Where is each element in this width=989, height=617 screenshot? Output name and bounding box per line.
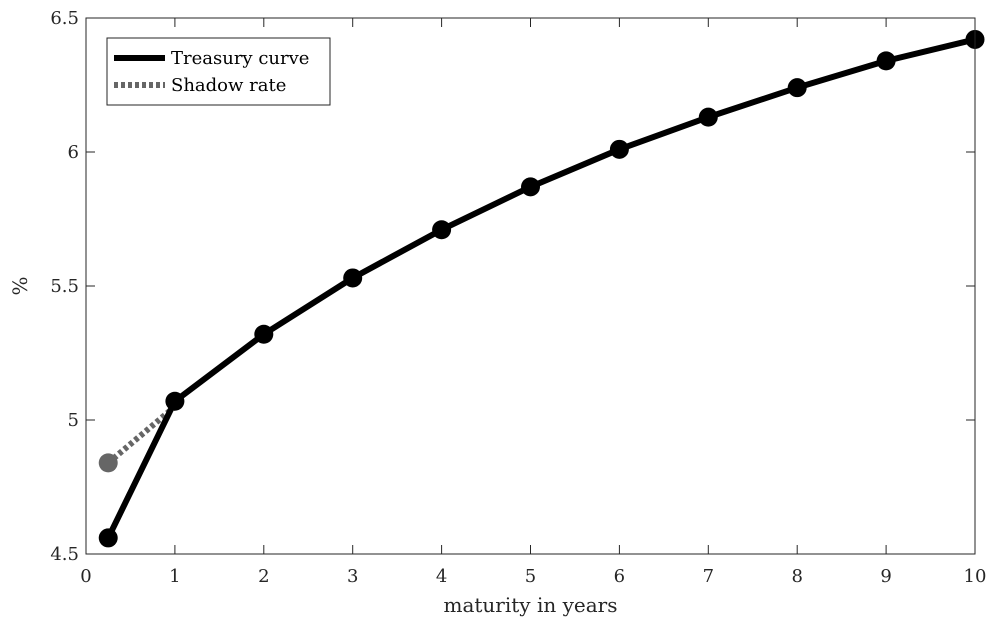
x-tick-label: 10 bbox=[964, 566, 987, 587]
series-line-shadow-rate bbox=[106, 404, 177, 466]
x-tick-label: 3 bbox=[347, 566, 358, 587]
data-point-treasury-curve bbox=[521, 177, 540, 197]
x-tick-label: 5 bbox=[525, 566, 536, 587]
y-tick-label: 6.5 bbox=[50, 8, 79, 29]
labels-layer: maturity in years % bbox=[8, 276, 617, 617]
x-tick-label: 4 bbox=[436, 566, 447, 587]
data-point-treasury-curve bbox=[432, 220, 452, 240]
legend-box bbox=[106, 37, 331, 106]
ticks-layer: 0 1 2 3 4 5 6 7 8 9 10 4.5 5 5.5 6 6.5 bbox=[50, 8, 986, 587]
x-tick-label: 8 bbox=[791, 566, 802, 587]
x-tick-label: 1 bbox=[169, 566, 180, 587]
data-point-treasury-curve bbox=[698, 107, 718, 127]
data-point-treasury-curve bbox=[876, 51, 896, 71]
data-point-treasury-curve bbox=[343, 268, 363, 288]
y-tick-label: 5 bbox=[68, 410, 79, 431]
series-layer bbox=[98, 29, 985, 548]
legend-label-treasury-curve: Treasury curve bbox=[171, 48, 309, 69]
x-tick-label: 9 bbox=[880, 566, 891, 587]
legend: Treasury curve Shadow rate bbox=[106, 37, 331, 106]
data-point-treasury-curve bbox=[165, 391, 185, 411]
y-tick-label: 6 bbox=[68, 142, 79, 163]
y-tick-label: 4.5 bbox=[50, 544, 79, 565]
x-tick-label: 6 bbox=[614, 566, 625, 587]
data-point-treasury-curve bbox=[254, 324, 274, 344]
data-point-treasury-curve bbox=[98, 528, 118, 548]
x-tick-label: 7 bbox=[703, 566, 714, 587]
x-tick-label: 0 bbox=[80, 566, 91, 587]
plot-frame bbox=[85, 17, 976, 555]
data-point-treasury-curve bbox=[609, 139, 629, 159]
data-point-treasury-curve bbox=[787, 78, 807, 98]
y-tick-label: 5.5 bbox=[50, 276, 79, 297]
legend-label-shadow-rate: Shadow rate bbox=[171, 75, 286, 96]
y-axis-label: % bbox=[8, 276, 32, 295]
x-tick-label: 2 bbox=[258, 566, 269, 587]
plot-background bbox=[86, 18, 975, 554]
data-point-shadow-rate bbox=[98, 453, 118, 473]
x-axis-label: maturity in years bbox=[444, 593, 618, 617]
